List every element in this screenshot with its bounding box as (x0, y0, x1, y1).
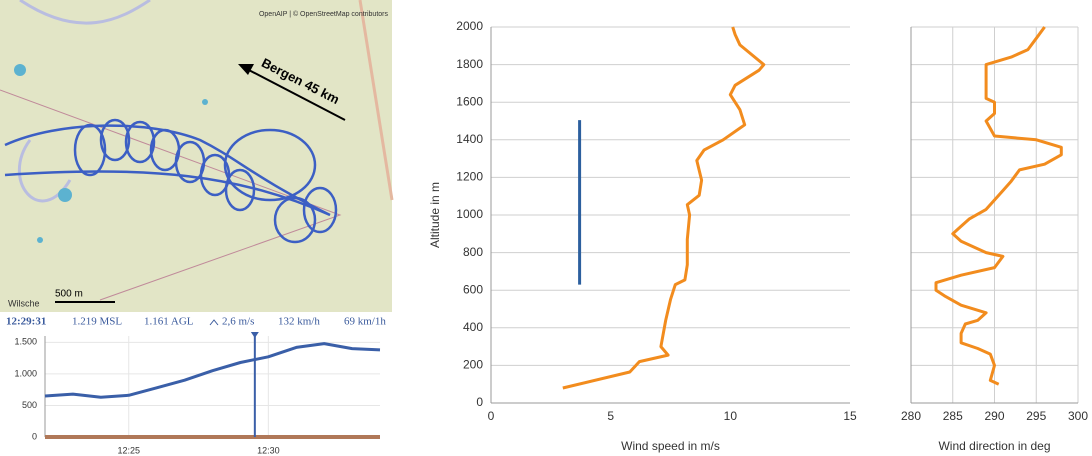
x-tick-label: 15 (843, 409, 857, 423)
y-tick-label: 800 (463, 245, 483, 259)
map: OpenAIP | © OpenStreetMap contributors B… (0, 0, 394, 312)
y-tick-label: 200 (463, 358, 483, 372)
x-tick-label: 12:25 (117, 445, 140, 455)
y-tick-label: 500 (22, 400, 37, 410)
x-tick-label: 295 (1026, 409, 1046, 423)
status-agl: 1.161 AGL (144, 316, 194, 328)
data-line (934, 26, 1063, 386)
lakes (14, 64, 208, 243)
map-background (0, 0, 392, 312)
airspace-line (0, 89, 342, 301)
x-tick-label: 300 (1068, 409, 1088, 423)
y-tick-label: 0 (32, 431, 37, 441)
y-tick-label: 2000 (456, 19, 483, 33)
x-tick-label: 10 (724, 409, 738, 423)
x-tick-label: 0 (488, 409, 495, 423)
status-speed: 132 km/h (278, 316, 320, 328)
status-msl: 1.219 MSL (72, 316, 122, 328)
y-tick-label: 1200 (456, 170, 483, 184)
flight-track (4, 124, 331, 217)
y-tick-label: 1.500 (14, 337, 37, 347)
x-tick-label: 290 (984, 409, 1004, 423)
place-label: Wilsche (8, 298, 40, 308)
data-line (562, 26, 766, 390)
y-tick-label: 400 (463, 320, 483, 334)
y-tick-label: 1600 (456, 94, 483, 108)
y-tick-label: 600 (463, 282, 483, 296)
climb-icon (209, 319, 219, 326)
x-axis-label: Wind speed in m/s (621, 439, 720, 453)
y-axis-label: Altitude in m (428, 182, 442, 248)
y-tick-label: 1800 (456, 57, 483, 71)
y-tick-label: 1400 (456, 132, 483, 146)
x-tick-label: 285 (943, 409, 963, 423)
x-tick-label: 12:30 (257, 445, 280, 455)
road (358, 0, 394, 201)
y-tick-label: 1.000 (14, 368, 37, 378)
y-tick-label: 0 (476, 395, 483, 409)
status-time: 12:29:31 (6, 316, 46, 328)
x-tick-label: 280 (901, 409, 921, 423)
direction-arrow (244, 67, 346, 121)
status-climb: 2,6 m/s (222, 316, 254, 328)
scale-label: 500 m (55, 289, 83, 300)
thermal-circles (73, 118, 338, 244)
map-attribution: OpenAIP | © OpenStreetMap contributors (259, 10, 389, 18)
data-line (44, 342, 381, 399)
x-tick-label: 5 (607, 409, 614, 423)
status-bar: 12:29:31 1.219 MSL 1.161 AGL 2,6 m/s 132… (6, 316, 386, 328)
cursor-handle (250, 332, 259, 338)
x-axis-label: Wind direction in deg (938, 439, 1050, 453)
y-tick-label: 1000 (456, 207, 483, 221)
arrow-head (238, 64, 254, 75)
status-wind: 69 km/1h (344, 316, 386, 328)
